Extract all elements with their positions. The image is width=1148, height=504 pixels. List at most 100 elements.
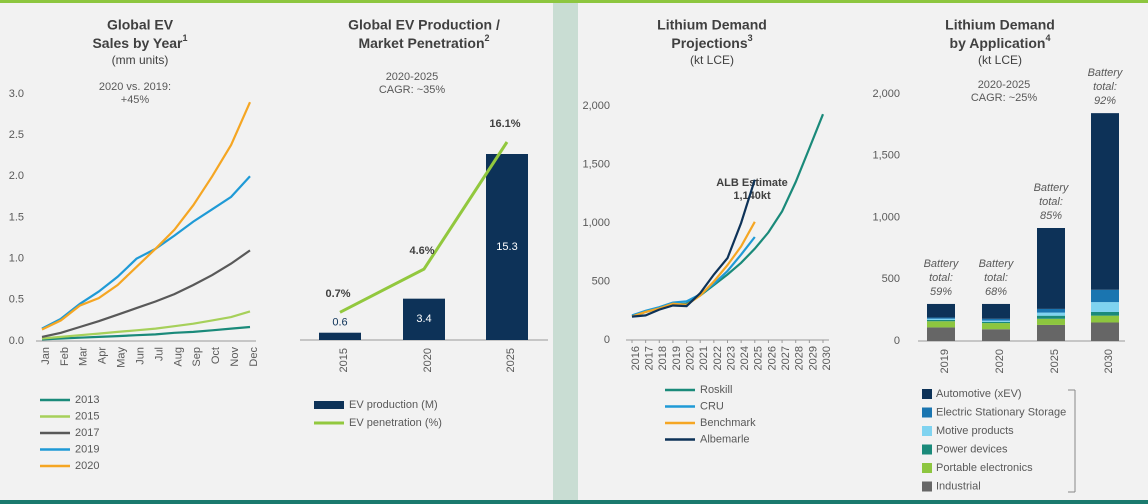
footnote-mark: 4	[1045, 33, 1050, 43]
chart-title-line: Market Penetration	[358, 35, 484, 51]
legend-label: Roskill	[700, 384, 732, 396]
chart-title: Global EV Production /	[348, 17, 500, 33]
penetration-label: 0.7%	[325, 288, 350, 300]
bar-segment	[982, 321, 1010, 324]
legend-label: 2020	[75, 460, 99, 472]
footnote-mark: 2	[485, 33, 490, 43]
bar-segment	[1091, 322, 1119, 341]
bar-segment	[982, 303, 1010, 319]
bar-annotation: total:	[1039, 196, 1063, 208]
x-tick-label: 2019	[939, 349, 951, 373]
y-tick-label: 1.0	[9, 253, 24, 265]
bar-segment	[982, 329, 1010, 341]
x-tick-label: 2025	[1049, 349, 1061, 373]
legend-label: 2017	[75, 427, 99, 439]
legend-label: Automotive (xEV)	[936, 388, 1022, 400]
x-tick-label: 2025	[505, 348, 517, 372]
series-line	[631, 179, 756, 318]
x-tick-label: Mar	[78, 347, 90, 366]
bar-annotation: 92%	[1094, 95, 1116, 107]
legend-label: Industrial	[936, 480, 981, 492]
series-line	[41, 325, 251, 341]
legend-swatch	[922, 444, 932, 455]
x-tick-label: Jan	[40, 347, 52, 365]
legend-label: EV production (M)	[349, 399, 438, 411]
legend-label: 2019	[75, 443, 99, 455]
divider	[553, 0, 578, 504]
bar	[486, 154, 528, 340]
series-line	[41, 101, 252, 331]
y-tick-label: 1,500	[582, 158, 610, 170]
x-tick-label: 2018	[657, 346, 669, 370]
series-line	[631, 113, 825, 318]
annotation: 2020-2025	[386, 71, 439, 83]
bar-segment	[1037, 324, 1065, 341]
bar-segment	[1037, 312, 1065, 316]
top-rule	[0, 0, 1148, 3]
x-tick-label: Jun	[134, 347, 146, 365]
legend-label: Albemarle	[700, 433, 750, 445]
x-tick-label: May	[116, 347, 128, 368]
annotation: CAGR: ~35%	[379, 84, 446, 96]
bar-segment	[927, 320, 955, 322]
legend-swatch	[922, 389, 932, 399]
x-tick-label: 2020	[994, 349, 1006, 373]
annotation: CAGR: ~25%	[971, 92, 1038, 104]
chart-subtitle: (kt LCE)	[690, 53, 734, 67]
penetration-line	[339, 141, 509, 314]
legend-label: Portable electronics	[936, 462, 1033, 474]
x-tick-label: 2023	[725, 346, 737, 370]
bar	[403, 298, 445, 340]
chart-title: Market Penetration2	[358, 33, 489, 50]
bar-segment	[927, 327, 955, 341]
x-tick-label: 2030	[1103, 349, 1115, 373]
x-tick-label: 2016	[630, 346, 642, 370]
legend-swatch	[922, 463, 932, 473]
legend-label: 2013	[75, 394, 99, 406]
y-tick-label: 1,500	[872, 150, 900, 162]
x-tick-label: 2017	[644, 346, 656, 370]
penetration-label: 4.6%	[409, 245, 434, 257]
y-tick-label: 0.0	[9, 335, 24, 347]
bar-segment	[927, 318, 955, 321]
y-tick-label: 500	[592, 275, 610, 287]
annotation: 2020 vs. 2019:	[99, 81, 171, 93]
legend-label: 2015	[75, 410, 99, 422]
chart-subtitle: (kt LCE)	[978, 53, 1022, 67]
bar-annotation: Battery	[979, 258, 1015, 270]
bar-annotation: Battery	[1034, 182, 1070, 194]
y-tick-label: 0	[604, 334, 610, 346]
bar-segment	[927, 321, 955, 328]
legend-swatch	[314, 401, 344, 409]
annotation: 2020-2025	[978, 79, 1031, 91]
chart-title: Global EV	[107, 17, 174, 33]
bar-segment	[1037, 315, 1065, 319]
bar-annotation: 59%	[930, 286, 952, 298]
chart-title-line: Sales by Year	[92, 35, 183, 51]
bar-annotation: 85%	[1040, 210, 1062, 222]
legend-label: Benchmark	[700, 417, 756, 429]
y-tick-label: 2.0	[9, 170, 24, 182]
bar-segment	[927, 317, 955, 319]
bar-segment	[982, 323, 1010, 330]
bar-annotation: 68%	[985, 286, 1007, 298]
series-line	[41, 175, 251, 330]
footnote-mark: 3	[748, 33, 753, 43]
chart-title: Lithium Demand	[657, 17, 767, 33]
x-tick-label: 2024	[739, 346, 751, 370]
legend-label: CRU	[700, 400, 724, 412]
chart-title-line: Projections	[671, 35, 747, 51]
bar-annotation: Battery	[924, 258, 960, 270]
x-tick-label: Nov	[229, 347, 241, 367]
bar-annotation: total:	[1093, 81, 1117, 93]
legend-swatch	[922, 407, 932, 418]
bar-annotation: Battery	[1088, 67, 1124, 79]
y-tick-label: 2,000	[582, 100, 610, 112]
annotation: ALB Estimate	[716, 177, 788, 189]
bar-annotation: total:	[929, 272, 953, 284]
bar-segment	[982, 318, 1010, 321]
y-tick-label: 1,000	[582, 217, 610, 229]
y-tick-label: 1,000	[872, 211, 900, 223]
